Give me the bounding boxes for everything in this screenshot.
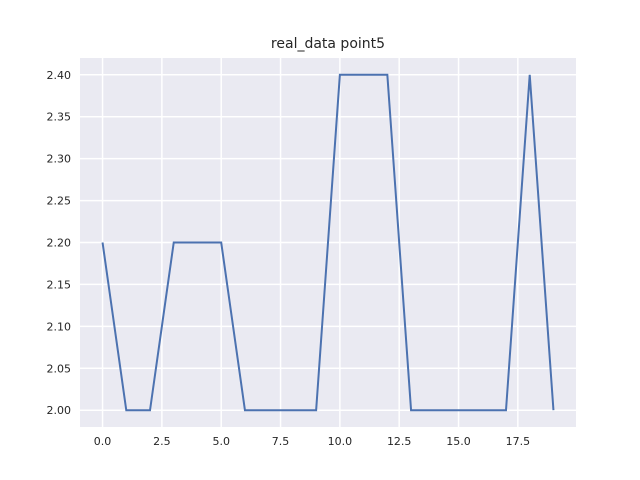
y-tick-label: 2.00	[47, 404, 72, 417]
x-tick-labels: 0.0 2.5 5.0 7.5 10.0 12.5 15.0 17.5	[94, 435, 530, 448]
y-tick-label: 2.35	[47, 111, 72, 124]
y-tick-label: 2.10	[47, 320, 72, 333]
x-tick-label: 5.0	[212, 435, 230, 448]
y-tick-label: 2.20	[47, 237, 72, 250]
x-tick-label: 17.5	[506, 435, 531, 448]
series-layer	[101, 73, 555, 412]
x-tick-label: 2.5	[153, 435, 171, 448]
y-tick-label: 2.05	[47, 362, 72, 375]
y-tick-label: 2.15	[47, 278, 72, 291]
y-tick-label: 2.30	[47, 153, 72, 166]
x-tick-label: 15.0	[446, 435, 471, 448]
chart-title: real_data point5	[271, 36, 385, 52]
x-tick-label: 0.0	[94, 435, 112, 448]
y-tick-label: 2.25	[47, 195, 72, 208]
x-tick-label: 12.5	[387, 435, 412, 448]
x-tick-label: 10.0	[328, 435, 353, 448]
y-tick-label: 2.40	[47, 69, 72, 82]
y-tick-labels: 2.00 2.05 2.10 2.15 2.20 2.25 2.30 2.35 2.40	[47, 69, 72, 417]
series-line	[101, 73, 555, 412]
x-tick-label: 7.5	[272, 435, 290, 448]
